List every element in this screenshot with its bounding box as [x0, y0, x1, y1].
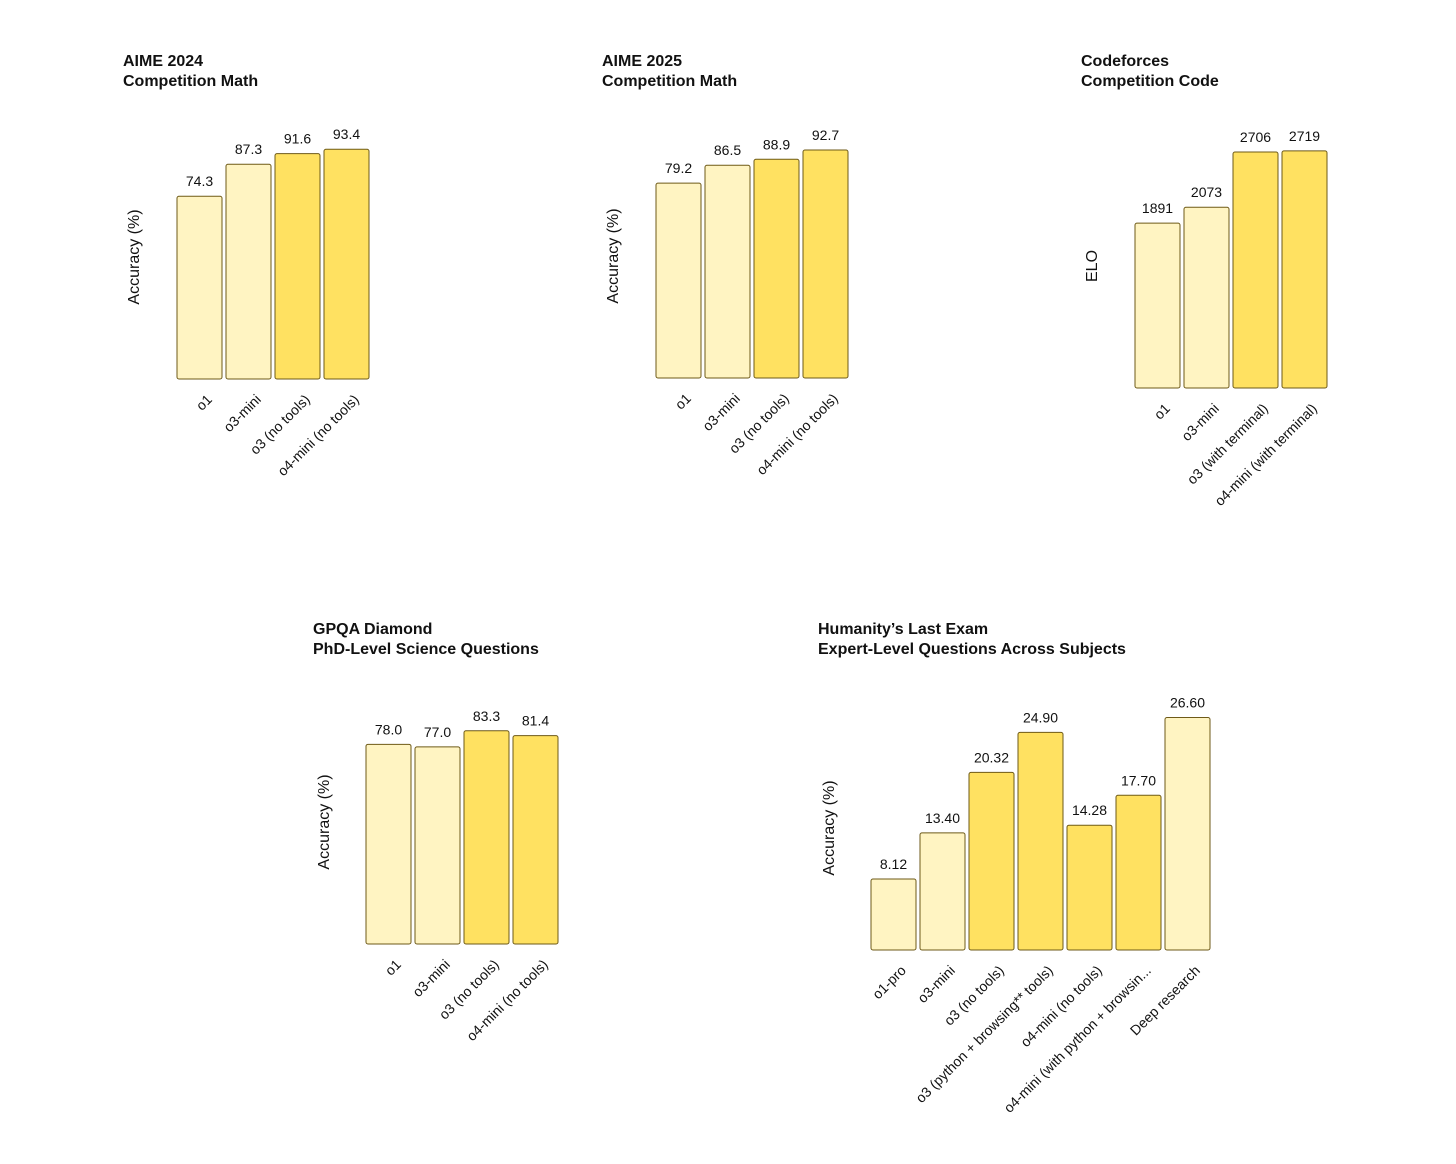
x-tick-label: o1 [1151, 400, 1173, 422]
data-label: 20.32 [974, 749, 1009, 765]
data-label: 78.0 [375, 721, 402, 737]
y-axis-label: Accuracy (%) [126, 209, 143, 304]
bar [414, 746, 461, 945]
x-tick-label: o3-mini [220, 391, 264, 435]
data-label: 87.3 [235, 141, 262, 157]
bar [1232, 151, 1279, 389]
y-axis-label: Accuracy (%) [605, 208, 622, 303]
bar [1281, 150, 1328, 389]
chart-subtitle: Expert-Level Questions Across Subjects [818, 641, 1126, 658]
data-label: 88.9 [763, 136, 790, 152]
bar [753, 158, 800, 379]
bar [870, 878, 917, 951]
chart-title: AIME 2025 [602, 53, 683, 70]
data-label: 79.2 [665, 160, 692, 176]
bar [323, 148, 370, 380]
x-tick-label: o3-mini [1178, 400, 1222, 444]
bar [463, 730, 510, 945]
bar [919, 832, 966, 951]
x-tick-label: o1 [193, 391, 215, 413]
bar [365, 743, 412, 945]
x-tick-label: o3-mini [699, 390, 743, 434]
data-label: 14.28 [1072, 802, 1107, 818]
x-tick-label: o1 [382, 956, 404, 978]
data-label: 91.6 [284, 131, 311, 147]
chart-subtitle: Competition Math [123, 73, 259, 90]
bar [1134, 222, 1181, 389]
data-label: 1891 [1142, 200, 1173, 216]
data-label: 13.40 [925, 810, 960, 826]
bar [274, 153, 321, 380]
x-tick-label: o1 [672, 390, 694, 412]
chart-subtitle: PhD-Level Science Questions [313, 641, 539, 658]
chart-title: Codeforces [1081, 53, 1170, 70]
y-axis-label: ELO [1084, 250, 1101, 282]
chart-subtitle: Competition Math [602, 73, 738, 90]
x-tick-label: o1-pro [869, 962, 909, 1002]
bar [1164, 717, 1211, 951]
data-label: 2706 [1240, 129, 1271, 145]
bar [704, 164, 751, 379]
data-label: 86.5 [714, 142, 741, 158]
data-label: 92.7 [812, 127, 839, 143]
bar [512, 735, 559, 945]
bar [176, 195, 223, 380]
bar [1066, 824, 1113, 951]
data-label: 81.4 [522, 713, 549, 729]
bar [968, 771, 1015, 951]
bar [1115, 794, 1162, 951]
y-axis-label: Accuracy (%) [821, 780, 838, 875]
chart-title: AIME 2024 [123, 53, 204, 70]
bar-chart-svg: Accuracy (%) 8.12o1-pro13.40o3-mini20.32o… [821, 695, 1211, 1116]
data-label: 93.4 [333, 126, 360, 142]
x-tick-label: o3-mini [914, 962, 958, 1006]
y-axis-label: Accuracy (%) [316, 774, 333, 869]
bar [802, 149, 849, 379]
data-label: 8.12 [880, 856, 907, 872]
bar [655, 182, 702, 379]
chart-subtitle: Competition Code [1081, 73, 1219, 90]
bar [225, 163, 272, 380]
data-label: 26.60 [1170, 695, 1205, 711]
data-label: 17.70 [1121, 772, 1156, 788]
bar [1183, 206, 1230, 389]
x-tick-label: o3-mini [409, 956, 453, 1000]
data-label: 74.3 [186, 173, 213, 189]
bar [1017, 731, 1064, 951]
chart-title: GPQA Diamond [313, 621, 433, 638]
data-label: 2719 [1289, 128, 1320, 144]
chart-title: Humanity’s Last Exam [818, 621, 989, 638]
data-label: 24.90 [1023, 709, 1058, 725]
data-label: 2073 [1191, 184, 1222, 200]
data-label: 83.3 [473, 708, 500, 724]
data-label: 77.0 [424, 724, 451, 740]
